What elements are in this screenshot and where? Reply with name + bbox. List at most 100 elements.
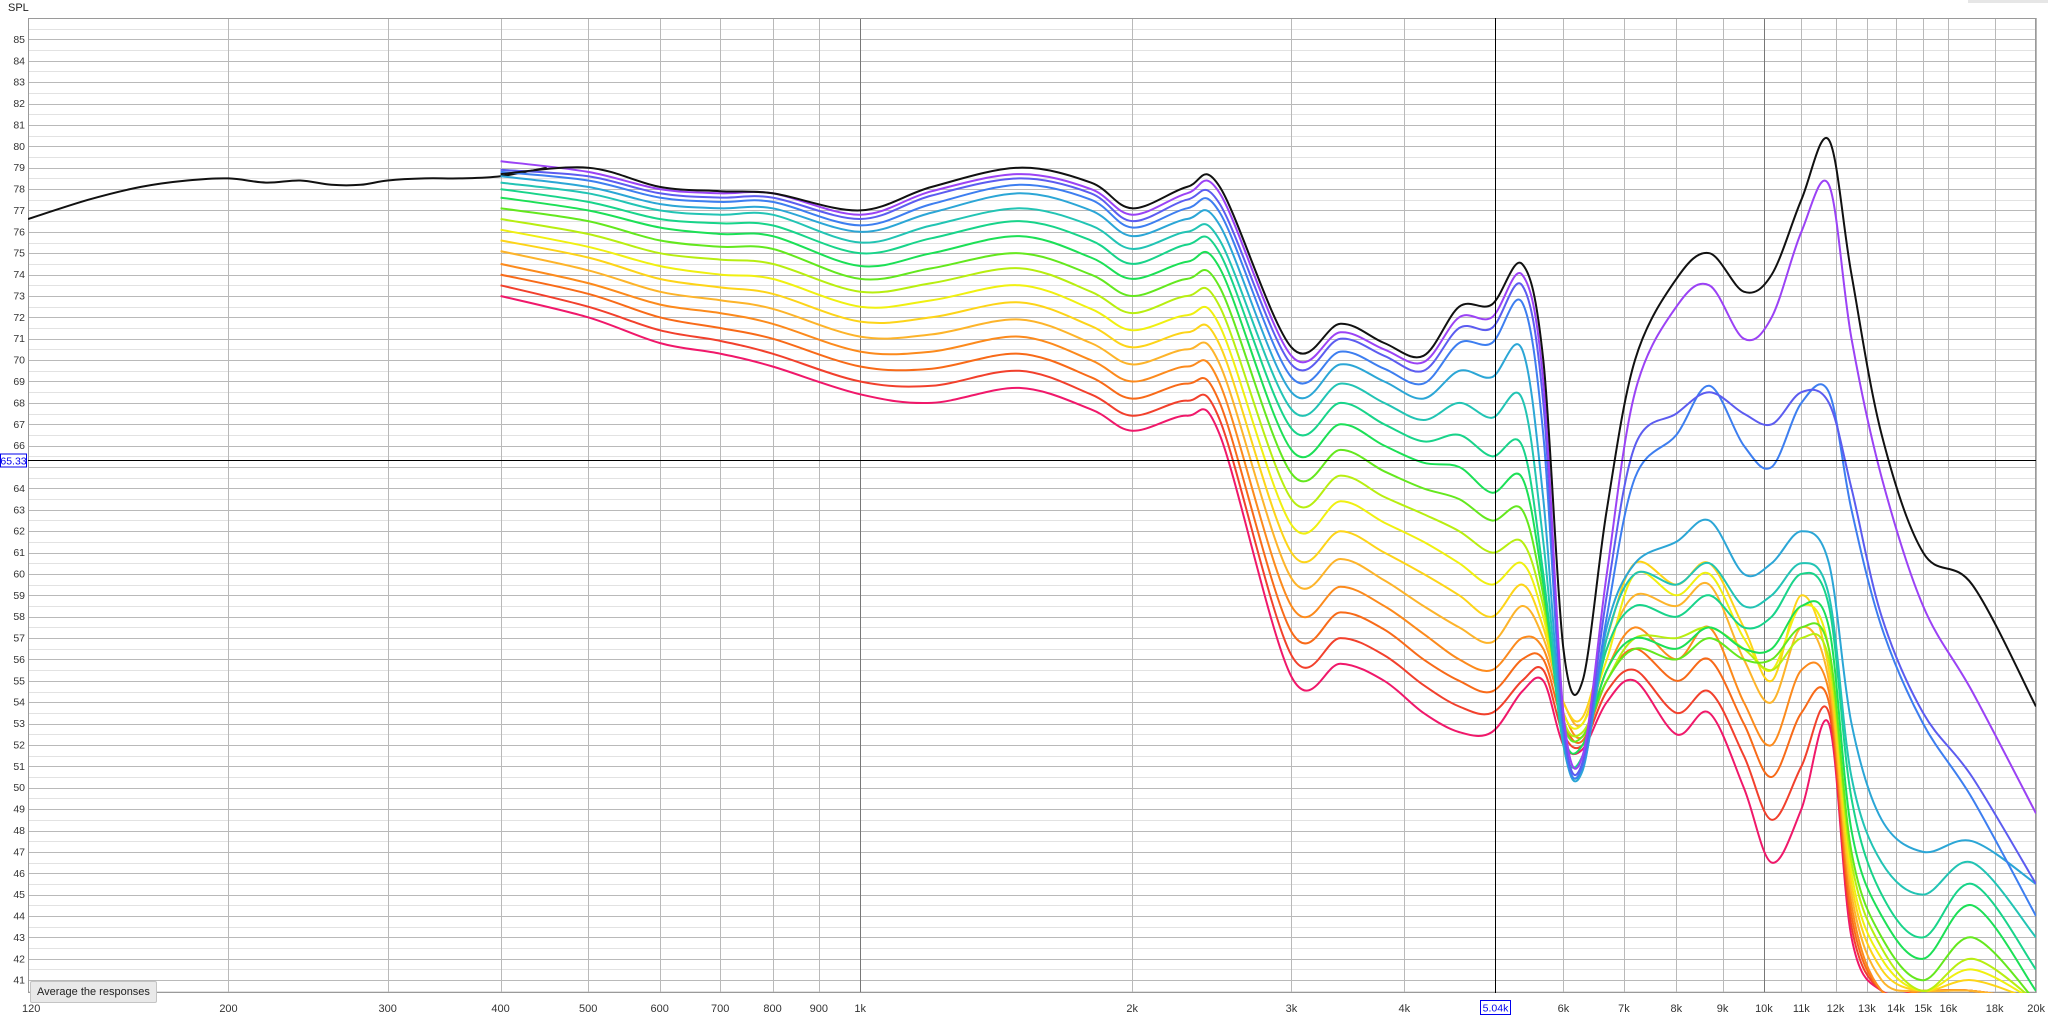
reference-curve: [28, 166, 547, 220]
response-curve: [500, 207, 2030, 993]
y-tick-label: 60: [13, 568, 25, 580]
y-tick-label: 85: [13, 34, 25, 46]
x-tick-label: 8k: [1671, 1003, 1683, 1015]
y-tick-label: 66: [13, 440, 25, 452]
x-tick-label: 14k: [1887, 1003, 1905, 1015]
x-tick-label: 10k: [1755, 1003, 1773, 1015]
y-tick-label: 81: [13, 119, 25, 131]
response-curve: [500, 239, 2017, 993]
x-tick-label: 400: [491, 1003, 509, 1015]
y-tick-label: 78: [13, 184, 25, 196]
x-tick-label: 500: [579, 1003, 597, 1015]
cursor-x-label-box: [1480, 1000, 1511, 1015]
y-tick-label: 50: [13, 782, 25, 794]
response-curve: [500, 218, 2027, 993]
y-tick-label: 58: [13, 611, 25, 623]
y-tick-label: 72: [13, 312, 25, 324]
x-tick-label: 200: [219, 1003, 237, 1015]
y-tick-label: 74: [13, 269, 25, 281]
response-curve: [500, 228, 2024, 993]
response-curve: [500, 262, 1995, 993]
y-tick-label: 57: [13, 633, 25, 645]
response-curve: [500, 250, 1995, 993]
y-tick-label: 73: [13, 290, 25, 302]
x-tick-label: 18k: [1986, 1003, 2004, 1015]
x-tick-label: 7k: [1618, 1003, 1630, 1015]
response-curve: [500, 295, 1995, 993]
x-tick-label: 12k: [1827, 1003, 1845, 1015]
response-curve: [500, 160, 2036, 814]
x-tick-label: 700: [711, 1003, 729, 1015]
axis-ticks: 41 42 43 44 45 46 47 48 49 50 51 52 53 54 55 56 57 58 59 60…: [13, 34, 2045, 1015]
y-tick-label: 82: [13, 98, 25, 110]
y-tick-label: 70: [13, 355, 25, 367]
y-tick-label: 52: [13, 739, 25, 751]
y-tick-label: 61: [13, 547, 25, 559]
y-tick-label: 41: [13, 975, 25, 987]
x-tick-label: 16k: [1940, 1003, 1958, 1015]
cursor-y-label: 65.33: [0, 456, 26, 468]
y-tick-label: 59: [13, 590, 25, 602]
response-curve: [500, 284, 1995, 993]
x-tick-label: 6k: [1558, 1003, 1570, 1015]
x-tick-label: 11k: [1793, 1003, 1810, 1015]
response-curve: [500, 181, 2036, 939]
y-tick-label: 77: [13, 205, 25, 217]
response-curve: [500, 188, 2036, 971]
x-tick-label: 600: [651, 1003, 669, 1015]
y-tick-label: 42: [13, 953, 25, 965]
y-tick-label: 51: [13, 761, 25, 773]
x-tick-label: 15k: [1914, 1003, 1932, 1015]
x-tick-label: 120: [22, 1003, 40, 1015]
x-tick-label: 20k: [2027, 1003, 2045, 1015]
y-tick-label: 69: [13, 376, 25, 388]
response-curve: [500, 170, 2036, 917]
response-curve: [500, 175, 2036, 885]
y-tick-label: 54: [13, 697, 25, 709]
cursor-x-label: 5.04k: [1483, 1003, 1509, 1015]
x-tick-label: 4k: [1398, 1003, 1410, 1015]
y-tick-label: 83: [13, 77, 25, 89]
y-tick-label: 56: [13, 654, 25, 666]
response-curves: [28, 136, 2036, 993]
y-tick-label: 68: [13, 397, 25, 409]
y-tick-label: 44: [13, 911, 25, 923]
y-tick-label: 47: [13, 846, 25, 858]
crosshair-cursor: 65.33 5.04k: [0, 18, 2036, 1015]
x-tick-label: 3k: [1286, 1003, 1298, 1015]
x-tick-label: 300: [378, 1003, 396, 1015]
y-tick-label: 79: [13, 162, 25, 174]
x-tick-label: 1k: [854, 1003, 866, 1015]
y-tick-label: 84: [13, 55, 25, 67]
response-curve: [500, 136, 2036, 707]
plot-grid: [28, 18, 2037, 993]
y-tick-label: 49: [13, 804, 25, 816]
y-tick-label: 48: [13, 825, 25, 837]
y-tick-label: 62: [13, 526, 25, 538]
y-tick-label: 46: [13, 868, 25, 880]
y-tick-label: 64: [13, 483, 25, 495]
y-tick-label: 75: [13, 248, 25, 260]
y-tick-label: 45: [13, 889, 25, 901]
x-tick-label: 900: [810, 1003, 828, 1015]
cursor-y-label-box: [0, 453, 27, 468]
x-tick-label: 13k: [1858, 1003, 1876, 1015]
x-tick-label: 800: [763, 1003, 781, 1015]
y-tick-label: 55: [13, 675, 25, 687]
response-curve: [500, 273, 1995, 993]
y-tick-label: 80: [13, 141, 25, 153]
plot-frame: [28, 18, 2036, 993]
x-tick-label: 2k: [1126, 1003, 1138, 1015]
window-edge: [1968, 0, 2048, 3]
response-curve: [500, 168, 2036, 885]
y-tick-label: 67: [13, 419, 25, 431]
response-curve: [500, 196, 2036, 992]
y-tick-label: 53: [13, 718, 25, 730]
y-tick-label: 76: [13, 226, 25, 238]
x-tick-label: 9k: [1717, 1003, 1729, 1015]
y-tick-label: 63: [13, 504, 25, 516]
average-responses-button[interactable]: Average the responses: [30, 981, 157, 1003]
y-tick-label: 43: [13, 932, 25, 944]
y-axis-title: SPL: [8, 2, 29, 14]
